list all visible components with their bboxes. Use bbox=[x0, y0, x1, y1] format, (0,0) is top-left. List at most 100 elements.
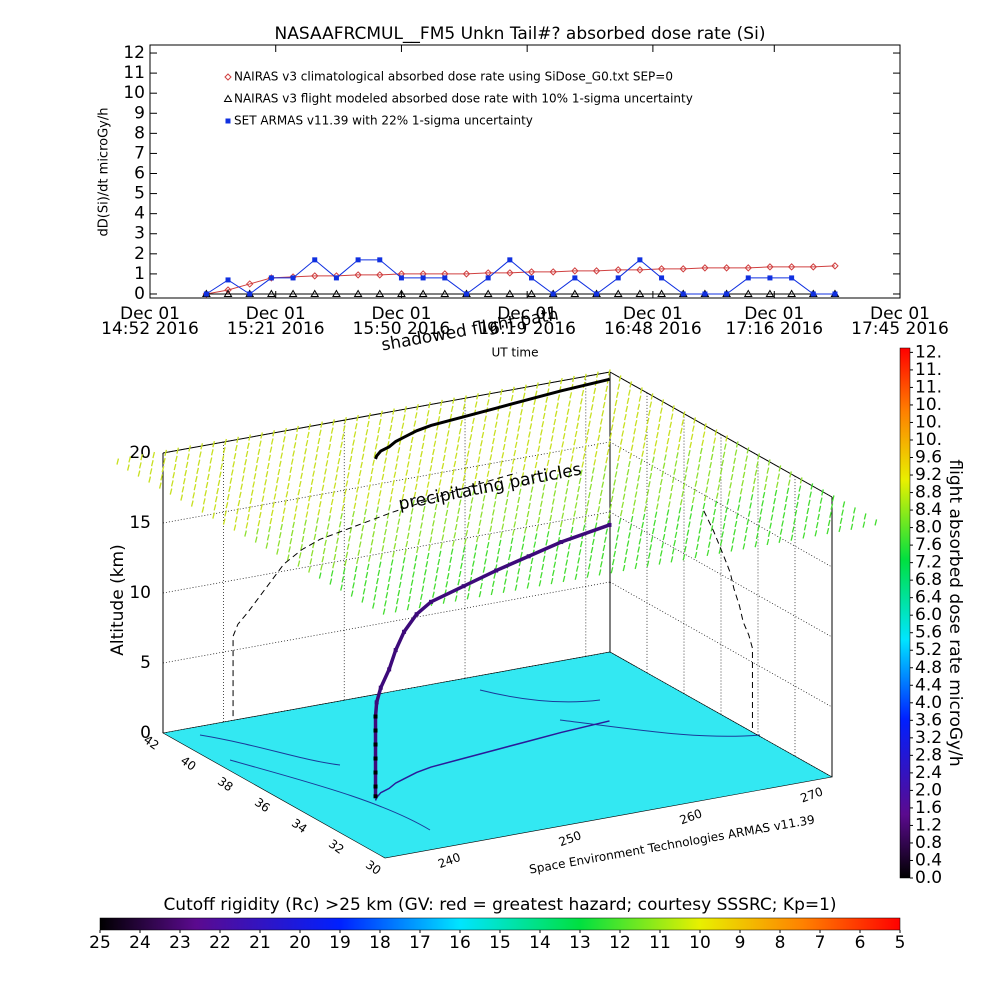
particle-dash bbox=[257, 520, 261, 527]
particle-dash bbox=[743, 463, 747, 470]
particle-dash bbox=[164, 449, 168, 457]
particle-dash bbox=[671, 405, 675, 412]
particle-dash bbox=[288, 474, 291, 482]
particle-dash bbox=[330, 427, 334, 434]
particle-dash bbox=[420, 522, 423, 529]
particle-dash bbox=[325, 531, 329, 538]
particle-dash bbox=[302, 456, 306, 463]
data-point bbox=[377, 257, 383, 263]
particle-dash bbox=[242, 467, 246, 474]
particle-dash bbox=[681, 419, 685, 426]
data-point bbox=[637, 257, 643, 263]
data-point bbox=[288, 289, 298, 297]
particle-dash bbox=[377, 569, 381, 577]
particle-dash bbox=[370, 539, 374, 546]
particle-dash bbox=[530, 557, 534, 565]
particle-dash bbox=[619, 438, 623, 445]
particle-dash bbox=[433, 511, 437, 519]
particle-dash bbox=[305, 511, 309, 518]
particle-dash bbox=[516, 433, 519, 440]
particle-dash bbox=[581, 389, 585, 397]
particle-dash bbox=[362, 445, 366, 452]
particle-dash bbox=[372, 459, 375, 466]
particle-dash bbox=[358, 541, 362, 548]
particle-dash bbox=[253, 473, 257, 480]
series-line bbox=[206, 265, 835, 295]
particle-dash bbox=[457, 436, 461, 443]
particle-dash bbox=[158, 482, 162, 489]
particle-dash bbox=[526, 510, 530, 518]
particle-dash bbox=[438, 479, 442, 486]
particle-dash bbox=[545, 467, 549, 475]
particle-dash bbox=[536, 382, 539, 389]
particle-dash bbox=[297, 489, 301, 496]
particle-dash bbox=[354, 423, 358, 430]
particle-dash bbox=[381, 545, 385, 552]
particle-dash bbox=[774, 489, 778, 497]
particle-dash bbox=[248, 505, 251, 513]
particle-dash bbox=[340, 584, 343, 591]
particle-dash bbox=[593, 459, 597, 466]
particle-dash bbox=[264, 479, 267, 486]
particle-dash bbox=[401, 565, 405, 572]
particle-dash bbox=[489, 454, 493, 461]
particle-dash bbox=[621, 430, 625, 437]
particle-dash bbox=[862, 521, 866, 528]
particle-dash bbox=[573, 439, 577, 446]
particle-dash bbox=[437, 416, 441, 423]
particle-dash bbox=[530, 486, 534, 493]
colorbar-tick-label: 18 bbox=[369, 933, 391, 953]
particle-dash bbox=[761, 500, 764, 507]
particle-dash bbox=[830, 503, 834, 510]
particle-dash bbox=[414, 483, 418, 490]
particle-dash bbox=[734, 449, 738, 456]
particle-dash bbox=[679, 499, 683, 506]
particle-dash bbox=[782, 512, 786, 519]
particle-dash bbox=[238, 491, 242, 499]
particle-dash bbox=[838, 525, 842, 533]
particle-dash bbox=[396, 526, 399, 533]
particle-dash bbox=[377, 498, 381, 505]
data-point bbox=[789, 275, 795, 281]
particle-dash bbox=[474, 544, 478, 551]
particle-dash bbox=[150, 460, 154, 467]
particle-dash bbox=[390, 487, 394, 495]
particle-dash bbox=[350, 519, 354, 526]
particle-dash bbox=[349, 527, 353, 534]
particle-dash bbox=[338, 521, 342, 528]
particle-dash bbox=[181, 486, 185, 493]
data-point bbox=[680, 291, 686, 297]
particle-dash bbox=[769, 522, 772, 529]
particle-dash bbox=[618, 518, 622, 525]
particle-dash bbox=[280, 523, 283, 531]
particle-dash bbox=[544, 404, 547, 411]
particle-dash bbox=[452, 468, 455, 476]
particle-dash bbox=[204, 490, 208, 497]
colorbar-tick-label: 4.0 bbox=[915, 693, 942, 713]
colorbar-tick-label: 6.4 bbox=[915, 588, 942, 608]
particle-dash bbox=[803, 524, 807, 531]
particle-dash bbox=[534, 461, 538, 469]
particle-dash bbox=[670, 484, 674, 492]
particle-dash bbox=[514, 584, 518, 591]
particle-dash bbox=[201, 506, 205, 513]
y-tick-label: 1 bbox=[134, 264, 145, 284]
particle-dash bbox=[332, 490, 335, 497]
particle-dash bbox=[633, 499, 637, 506]
particle-dash bbox=[609, 432, 613, 439]
particle-dash bbox=[574, 573, 578, 580]
particle-dash bbox=[445, 509, 449, 517]
particle-dash bbox=[554, 410, 558, 417]
colorbar-tick-label: 10 bbox=[689, 933, 711, 953]
particle-dash bbox=[789, 471, 792, 478]
particle-dash bbox=[441, 462, 445, 470]
particle-dash bbox=[695, 543, 699, 551]
particle-dash bbox=[634, 562, 638, 570]
particle-dash bbox=[128, 456, 132, 463]
particle-dash bbox=[767, 459, 771, 466]
particle-dash bbox=[626, 540, 630, 547]
particle-dash bbox=[742, 543, 746, 550]
colorbar-tick-label: 2.8 bbox=[915, 745, 942, 765]
particle-dash bbox=[575, 494, 579, 501]
data-point bbox=[375, 289, 385, 297]
